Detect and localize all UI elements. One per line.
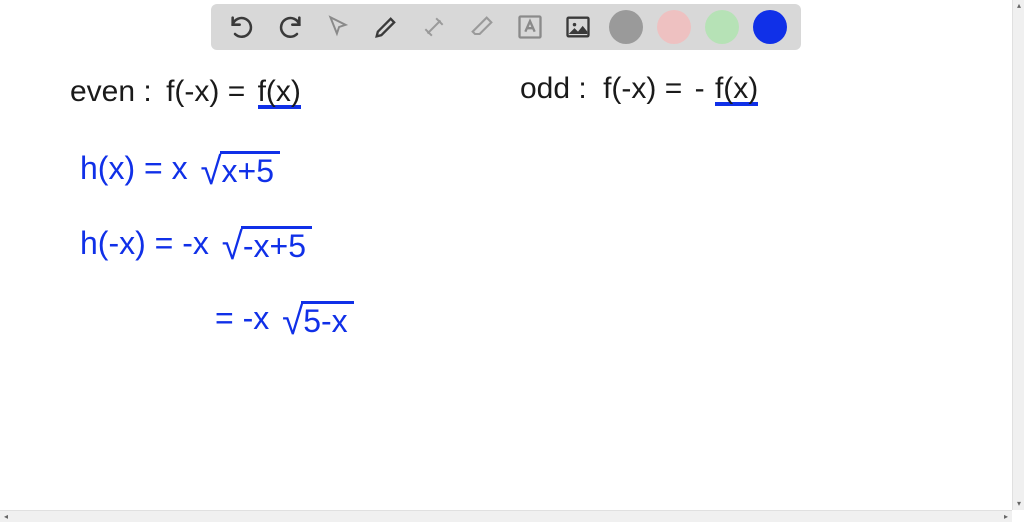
- swatch-blue[interactable]: [753, 10, 787, 44]
- vertical-scrollbar[interactable]: [1012, 0, 1024, 510]
- image-icon[interactable]: [561, 10, 595, 44]
- odd-label: odd :: [520, 72, 587, 105]
- line1-radicand: x+5: [220, 151, 280, 189]
- text-icon[interactable]: [513, 10, 547, 44]
- horizontal-scrollbar[interactable]: [0, 510, 1012, 522]
- sqrt-3: √ 5-x: [282, 301, 354, 339]
- swatch-pink[interactable]: [657, 10, 691, 44]
- even-label: even :: [70, 75, 152, 108]
- work-line-1: h(x) = x √ x+5: [80, 150, 280, 190]
- toolbar: [211, 4, 801, 50]
- work-line-3: = -x √ 5-x: [215, 300, 354, 340]
- tools-icon[interactable]: [417, 10, 451, 44]
- swatch-gray[interactable]: [609, 10, 643, 44]
- pencil-icon[interactable]: [369, 10, 403, 44]
- line3-radicand: 5-x: [301, 301, 353, 339]
- even-lhs: f(-x) =: [166, 75, 245, 108]
- eraser-icon[interactable]: [465, 10, 499, 44]
- odd-rhs: f(x): [715, 75, 758, 106]
- sqrt-2: √ -x+5: [222, 226, 312, 264]
- odd-lhs: f(-x) =: [603, 72, 682, 105]
- work-line-2: h(-x) = -x √ -x+5: [80, 225, 312, 265]
- even-rhs: f(x): [258, 78, 301, 109]
- odd-definition: odd : f(-x) = - f(x): [520, 72, 758, 106]
- even-definition: even : f(-x) = f(x): [70, 75, 301, 109]
- pointer-icon[interactable]: [321, 10, 355, 44]
- whiteboard-canvas[interactable]: even : f(-x) = f(x) odd : f(-x) = - f(x)…: [0, 0, 1012, 510]
- sqrt-1: √ x+5: [200, 151, 280, 189]
- odd-rhs-prefix: -: [695, 72, 705, 105]
- line3-lhs: = -x: [215, 300, 269, 336]
- swatch-green[interactable]: [705, 10, 739, 44]
- line2-lhs: h(-x) = -x: [80, 225, 209, 261]
- line1-lhs: h(x) = x: [80, 150, 188, 186]
- line2-radicand: -x+5: [241, 226, 312, 264]
- undo-icon[interactable]: [225, 10, 259, 44]
- redo-icon[interactable]: [273, 10, 307, 44]
